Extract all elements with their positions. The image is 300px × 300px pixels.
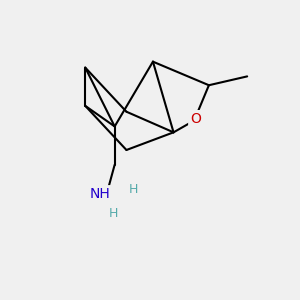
Text: NH: NH	[90, 187, 110, 201]
Text: H: H	[129, 183, 139, 196]
Text: H: H	[109, 207, 118, 220]
Text: O: O	[190, 112, 201, 126]
